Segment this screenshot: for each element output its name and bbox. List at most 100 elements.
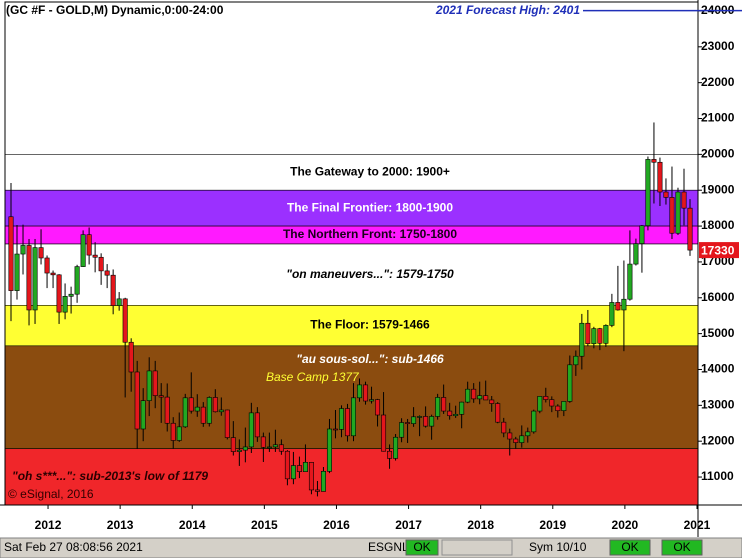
candle-body	[170, 422, 176, 441]
candle-body	[621, 298, 627, 311]
candle-body	[146, 370, 152, 401]
candle-body	[290, 465, 296, 480]
candle-body	[224, 409, 230, 438]
candle-body	[122, 298, 128, 343]
y-tick-label: 21000	[701, 111, 735, 125]
candle-body	[609, 302, 615, 326]
candle-body	[110, 274, 116, 306]
candle-body	[459, 401, 465, 415]
candle-body	[501, 421, 507, 434]
candle-body	[681, 191, 687, 209]
candle-body	[399, 422, 405, 438]
candle-body	[567, 364, 573, 402]
candle-body	[278, 444, 284, 452]
candle-body	[543, 396, 549, 400]
y-tick-label: 16000	[701, 290, 735, 304]
candle-body	[495, 403, 501, 423]
candle-body	[363, 384, 369, 402]
candle-body	[50, 272, 56, 276]
candle-body	[218, 409, 224, 413]
base-camp-label: Base Camp 1377	[266, 370, 360, 384]
candle-body	[435, 397, 441, 417]
candle-body	[465, 388, 471, 403]
candle-body	[357, 384, 363, 399]
candle-body	[182, 397, 188, 428]
candle-body	[230, 437, 236, 452]
candle-body	[134, 371, 140, 430]
candle-body	[639, 225, 645, 244]
zone-label: "oh s***...": sub-2013's low of 1179	[12, 469, 208, 483]
candle-body	[164, 396, 170, 424]
status-ok: OK	[413, 540, 430, 554]
candle-body	[176, 426, 182, 441]
candle-body	[116, 298, 122, 306]
candle-body	[597, 328, 603, 344]
candle-body	[555, 405, 561, 412]
candle-body	[212, 397, 218, 413]
candle-body	[302, 462, 308, 472]
candle-body	[645, 159, 651, 227]
status-empty-box	[441, 539, 513, 556]
candle-body	[561, 401, 567, 412]
candle-body	[326, 428, 332, 472]
candle-body	[38, 247, 44, 259]
x-tick-label: 2014	[179, 518, 206, 532]
y-tick-label: 13000	[701, 398, 735, 412]
candle-body	[308, 462, 314, 491]
x-tick-label: 2021	[684, 518, 711, 532]
candle-body	[405, 422, 411, 424]
candle-body	[152, 370, 158, 396]
y-tick-label: 22000	[701, 75, 735, 89]
candle-body	[417, 416, 423, 418]
candle-body	[585, 322, 591, 344]
status-bar	[0, 537, 742, 558]
candle-body	[483, 395, 489, 401]
candle-body	[242, 446, 248, 451]
zone	[4, 448, 699, 506]
forecast-label: 2021 Forecast High: 2401	[435, 3, 580, 17]
zone	[4, 154, 699, 191]
zone-label: The Northern Front: 1750-1800	[283, 227, 457, 241]
candle-body	[266, 446, 272, 449]
candle-body	[489, 399, 495, 404]
candle-body	[158, 395, 164, 398]
x-tick-label: 2015	[251, 518, 278, 532]
candle-body	[675, 191, 681, 234]
candle-body	[657, 161, 663, 193]
last-price-label: 17330	[701, 243, 735, 257]
candle-body	[260, 436, 266, 448]
candle-body	[447, 410, 453, 417]
last-price-box	[699, 242, 739, 259]
y-tick-label: 11000	[701, 469, 734, 483]
candle-body	[579, 322, 585, 357]
candle-body	[248, 412, 254, 448]
status-ok-box	[405, 539, 439, 556]
zone-label: The Final Frontier: 1800-1900	[287, 200, 453, 214]
x-tick-label: 2020	[612, 518, 639, 532]
candle-body	[651, 159, 657, 163]
candle-body	[8, 216, 14, 291]
chart-title: (GC #F - GOLD,M) Dynamic,0:00-24:00	[6, 3, 224, 17]
candle-body	[194, 406, 200, 412]
status-ok-2-box	[609, 539, 651, 556]
y-tick-label: 14000	[701, 362, 735, 376]
copyright: © eSignal, 2016	[8, 487, 94, 501]
candle-body	[272, 444, 278, 448]
candle-body	[338, 408, 344, 430]
candle-body	[387, 450, 393, 459]
candle-body	[140, 400, 146, 430]
candle-body	[477, 395, 483, 400]
candle-body	[441, 397, 447, 412]
candle-body	[687, 207, 693, 251]
candle-body	[236, 449, 242, 452]
candle-body	[633, 243, 639, 265]
candle-body	[200, 406, 206, 424]
candle-body	[549, 399, 555, 407]
status-ok-2: OK	[621, 540, 638, 554]
candle-body	[56, 274, 62, 313]
candle-body	[68, 293, 74, 297]
candle-body	[128, 341, 134, 373]
candle-body	[525, 431, 531, 437]
candle-body	[507, 432, 513, 440]
